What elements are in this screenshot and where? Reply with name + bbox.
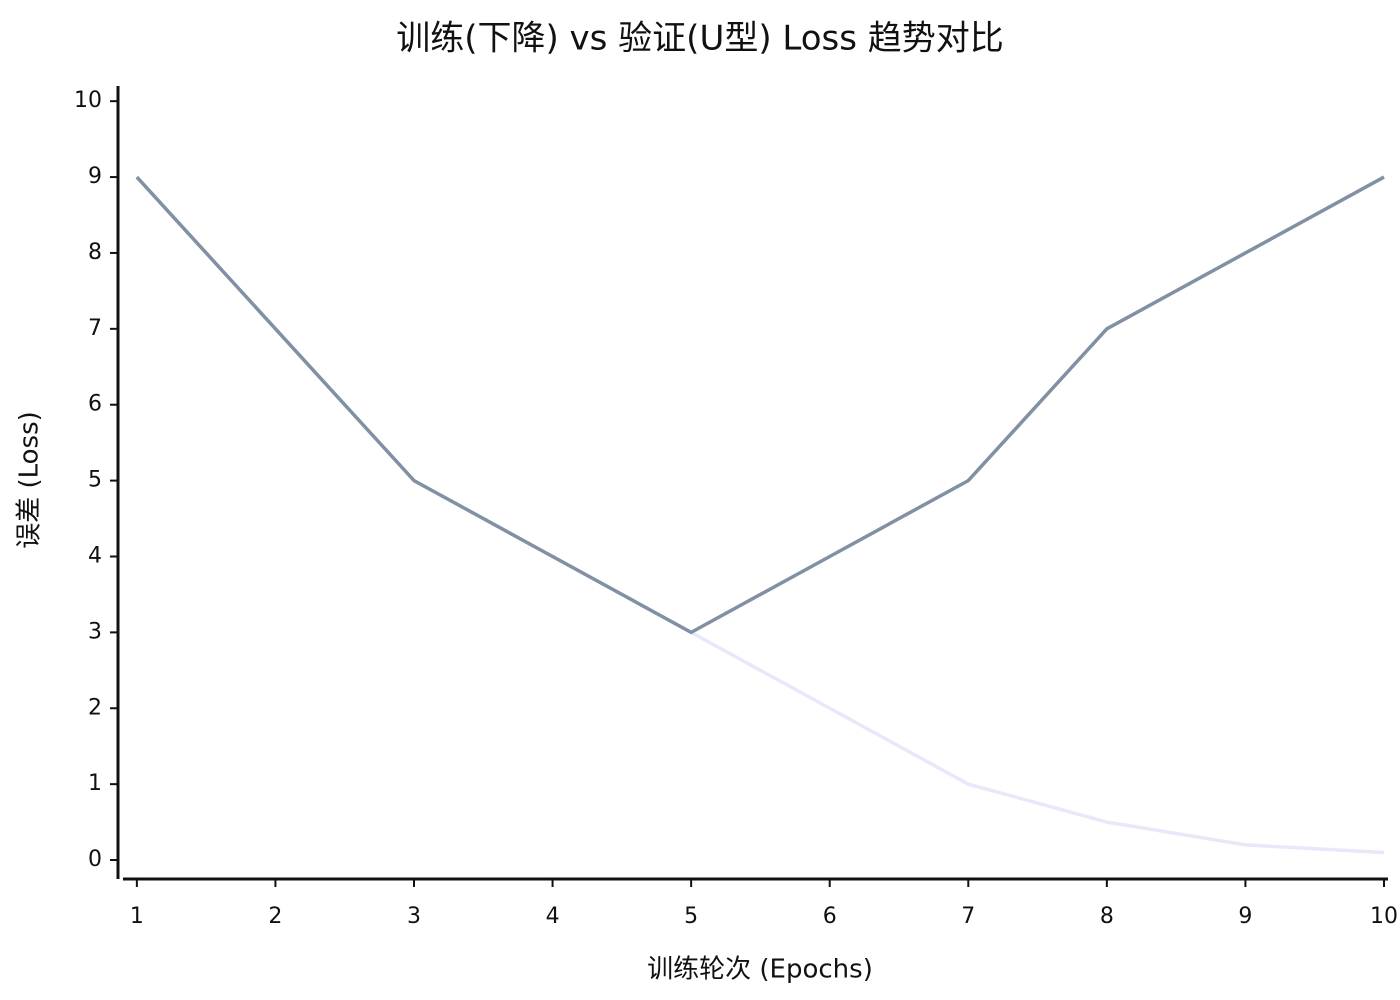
x-tick-label: 3 (407, 904, 421, 929)
x-tick-label: 10 (1370, 904, 1398, 929)
x-tick-label: 9 (1238, 904, 1252, 929)
x-tick-label: 7 (961, 904, 975, 929)
y-tick-label: 6 (88, 392, 102, 417)
x-tick-label: 5 (684, 904, 698, 929)
y-tick-label: 0 (88, 847, 102, 872)
y-axis-label: 误差 (Loss) (15, 411, 45, 549)
y-tick-label: 7 (88, 316, 102, 341)
x-axis-label: 训练轮次 (Epochs) (647, 955, 873, 985)
y-tick-label: 4 (88, 543, 102, 568)
y-tick-label: 1 (88, 771, 102, 796)
y-tick-label: 8 (88, 240, 102, 265)
y-tick-label: 2 (88, 695, 102, 720)
x-tick-label: 8 (1100, 904, 1114, 929)
series-line (135, 175, 1385, 635)
y-tick-label: 5 (88, 468, 102, 493)
y-tick-label: 3 (88, 619, 102, 644)
x-tick-label: 2 (268, 904, 282, 929)
chart-title: 训练(下降) vs 验证(U型) Loss 趋势对比 (396, 19, 1004, 59)
y-tick-label: 10 (74, 88, 102, 113)
x-tick-label: 4 (546, 904, 560, 929)
y-tick-label: 9 (88, 164, 102, 189)
x-tick-label: 6 (823, 904, 837, 929)
x-tick-label: 1 (130, 904, 144, 929)
